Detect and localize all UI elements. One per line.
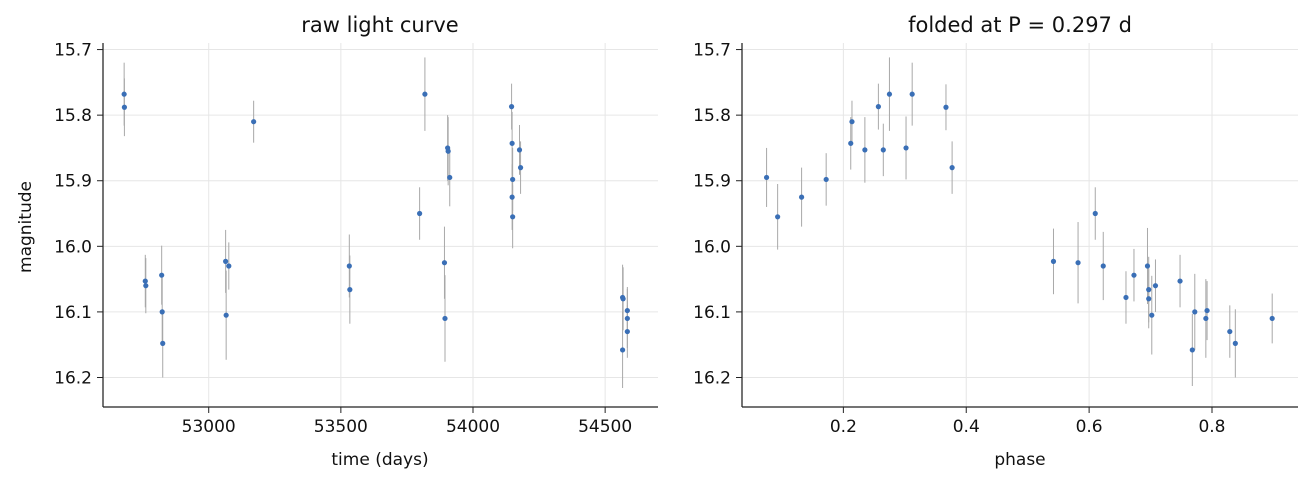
folded-data-point	[1131, 272, 1137, 278]
raw-light-curve-y-axis-label: magnitude	[16, 181, 36, 273]
raw-y-tick-label: 15.7	[54, 41, 92, 61]
raw-y-tick-label: 16.0	[54, 237, 92, 257]
raw-data-point	[159, 309, 165, 315]
raw-data-point	[508, 104, 515, 110]
folded-data-point	[1189, 347, 1195, 353]
raw-data-point	[509, 140, 515, 146]
folded-data-point	[1075, 260, 1081, 266]
folded-y-tick-label: 16.0	[693, 237, 731, 257]
raw-data-point	[624, 315, 630, 322]
folded-data-point	[1100, 263, 1106, 269]
folded-light-curve-title: folded at P = 0.297 d	[908, 13, 1132, 37]
raw-y-tick-label: 16.1	[54, 303, 92, 323]
raw-data-point	[346, 263, 352, 269]
folded-data-point	[763, 174, 770, 181]
raw-data-point	[347, 287, 353, 293]
folded-data-point	[1177, 278, 1183, 284]
raw-data-point	[226, 263, 232, 269]
folded-gridlines	[742, 43, 1298, 407]
raw-data-point	[624, 328, 630, 335]
raw-gridlines	[103, 43, 658, 407]
folded-data-point	[909, 91, 915, 97]
raw-data-point	[143, 283, 149, 289]
folded-x-tick-label: 0.4	[953, 417, 980, 437]
raw-data-point	[517, 165, 524, 171]
folded-data-point	[1269, 315, 1275, 322]
raw-data-point	[223, 258, 229, 264]
folded-data-point	[1149, 312, 1155, 318]
raw-data-point	[516, 147, 523, 153]
raw-x-tick-label: 53500	[314, 417, 368, 437]
folded-data-point	[798, 194, 805, 200]
folded-data-point	[1192, 309, 1198, 315]
folded-x-tick-label: 0.6	[1076, 417, 1103, 437]
raw-data-point	[445, 148, 451, 154]
raw-data-point	[121, 91, 127, 97]
folded-data-point	[1092, 210, 1098, 217]
folded-x-tick-label: 0.8	[1198, 417, 1225, 437]
raw-data-point	[160, 340, 166, 346]
raw-light-curve-title: raw light curve	[301, 13, 458, 37]
folded-data-point	[1203, 315, 1209, 322]
folded-data-point	[1146, 296, 1152, 302]
raw-data-point	[510, 214, 516, 220]
raw-data-point	[442, 315, 448, 322]
folded-data-point	[1152, 283, 1159, 289]
folded-light-curve-x-axis-label: phase	[994, 450, 1045, 470]
raw-data-point	[510, 176, 516, 183]
folded-data-point	[1232, 340, 1238, 346]
folded-data-point	[943, 104, 949, 110]
folded-x-tick-label: 0.2	[830, 417, 857, 437]
folded-data-point	[848, 140, 854, 146]
folded-data-point	[949, 165, 955, 171]
folded-data-point	[1204, 307, 1210, 314]
folded-data-point	[823, 176, 829, 183]
raw-data-point	[142, 278, 148, 284]
folded-y-tick-label: 16.2	[693, 368, 731, 388]
folded-data-point	[1144, 263, 1151, 269]
raw-x-tick-label: 53000	[182, 417, 236, 437]
folded-data-point	[862, 147, 868, 153]
folded-data-point	[886, 91, 893, 97]
raw-data-points	[121, 57, 630, 388]
raw-data-point	[624, 307, 630, 314]
raw-y-tick-label: 16.2	[54, 368, 92, 388]
raw-data-point	[619, 347, 626, 353]
raw-data-point	[159, 272, 165, 278]
folded-y-tick-label: 16.1	[693, 303, 731, 323]
raw-data-point	[441, 260, 448, 266]
raw-light-curve-panel: raw light curve time (days) magnitude 53…	[16, 13, 658, 470]
raw-data-point	[509, 194, 515, 200]
folded-data-point	[903, 145, 909, 151]
folded-data-point	[880, 147, 886, 153]
raw-data-point	[422, 91, 428, 97]
raw-data-point	[447, 174, 453, 181]
raw-data-point	[223, 312, 229, 318]
folded-y-tick-label: 15.9	[693, 172, 731, 192]
raw-x-tick-label: 54500	[578, 417, 632, 437]
folded-data-point	[1050, 258, 1057, 264]
folded-light-curve-panel: folded at P = 0.297 d phase 0.2 0.4 0.6 0.8…	[693, 13, 1298, 470]
raw-y-tick-label: 15.8	[54, 106, 92, 126]
folded-data-point	[775, 214, 781, 220]
folded-data-points	[763, 57, 1275, 387]
raw-data-point	[251, 119, 257, 125]
raw-light-curve-x-axis-label: time (days)	[331, 450, 428, 470]
raw-y-tick-label: 15.9	[54, 172, 92, 192]
raw-data-point	[620, 296, 626, 302]
folded-y-tick-label: 15.8	[693, 106, 731, 126]
folded-data-point	[849, 119, 855, 125]
folded-data-point	[1146, 287, 1152, 293]
folded-data-point	[875, 104, 881, 110]
raw-x-tick-label: 54000	[446, 417, 500, 437]
folded-data-point	[1227, 328, 1233, 335]
raw-data-point	[121, 104, 128, 110]
raw-data-point	[417, 210, 423, 217]
folded-y-tick-label: 15.7	[693, 41, 731, 61]
folded-data-point	[1123, 294, 1129, 301]
